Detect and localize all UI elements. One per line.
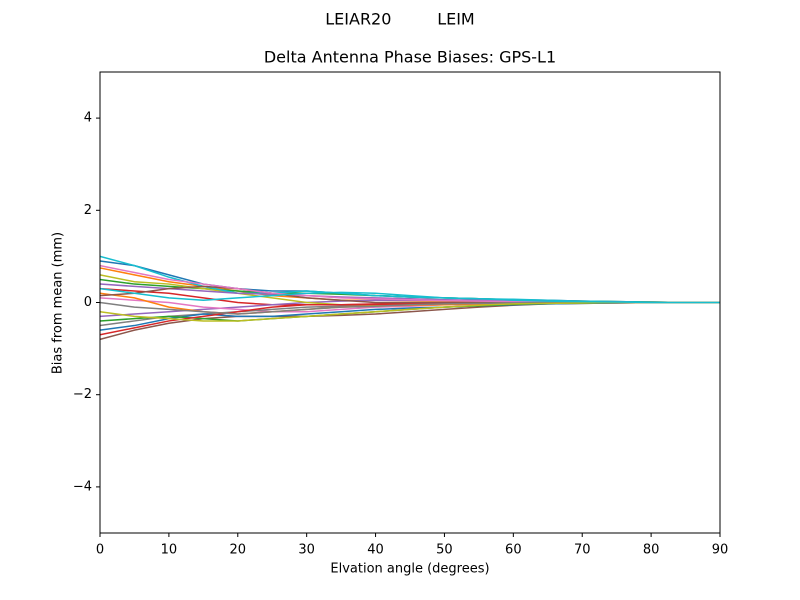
y-tick-label: −2: [73, 387, 92, 402]
x-tick-label: 10: [161, 543, 178, 558]
x-axis-label: Elvation angle (degrees): [330, 562, 489, 577]
x-tick-label: 90: [712, 543, 729, 558]
x-tick-label: 0: [96, 543, 104, 558]
x-tick-label: 70: [574, 543, 591, 558]
chart-title: Delta Antenna Phase Biases: GPS-L1: [264, 48, 556, 67]
x-tick-label: 80: [643, 543, 660, 558]
series-line: [99, 287, 720, 304]
y-tick-label: 2: [84, 203, 92, 218]
x-tick-label: 40: [367, 543, 384, 558]
x-tick-label: 30: [298, 543, 315, 558]
x-tick-label: 60: [505, 543, 522, 558]
y-axis-label: Bias from mean (mm): [51, 232, 66, 374]
x-tick-label: 50: [436, 543, 453, 558]
y-tick-label: 0: [84, 295, 92, 310]
y-tick-label: −4: [73, 479, 92, 494]
x-tick-label: 20: [230, 543, 247, 558]
y-tick-label: 4: [84, 111, 92, 126]
suptitle: LEIAR20 LEIM: [325, 10, 474, 29]
